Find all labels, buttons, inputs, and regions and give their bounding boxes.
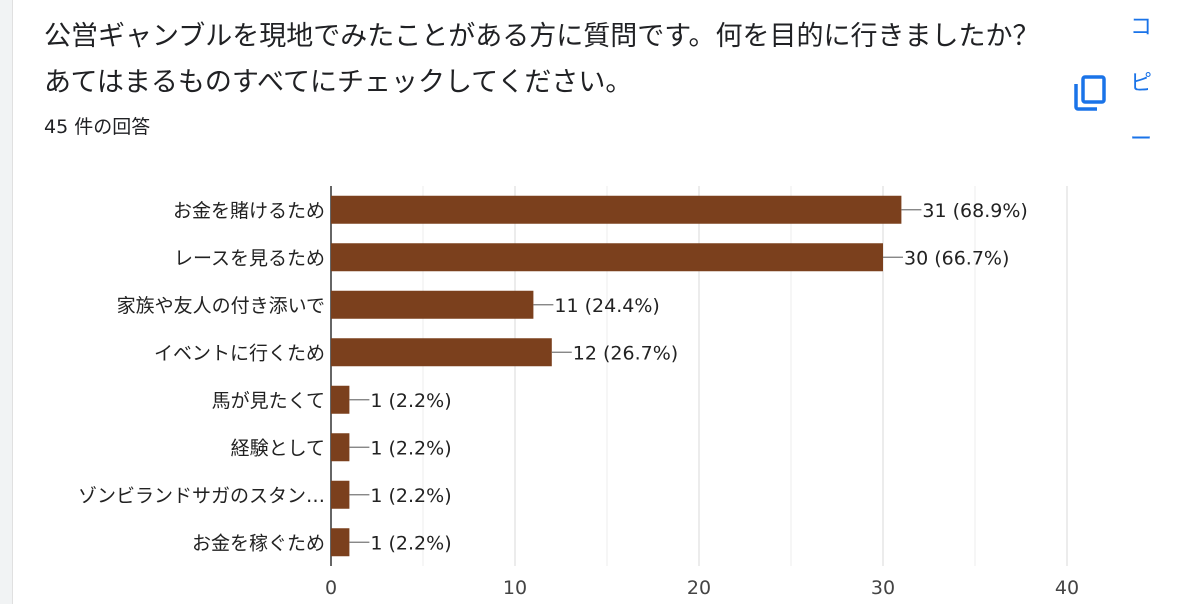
bar-5 <box>331 385 350 414</box>
bar-8 <box>331 528 350 557</box>
data-label-4: 12 (26.7%) <box>573 342 678 364</box>
copy-label-char-3: ー <box>1129 127 1152 152</box>
data-label-5: 1 (2.2%) <box>370 390 451 412</box>
data-label-6: 1 (2.2%) <box>370 437 451 459</box>
category-label-8: お金を稼ぐため <box>192 532 325 554</box>
copy-icon[interactable] <box>1072 74 1108 112</box>
bar-2 <box>331 243 883 272</box>
chart-grid <box>330 186 1068 566</box>
category-label-4: イベントに行くため <box>154 342 325 364</box>
category-label-3: 家族や友人の付き添いで <box>117 295 325 317</box>
copy-icon-graphic <box>1074 75 1106 111</box>
data-label-7: 1 (2.2%) <box>370 485 451 507</box>
category-label-2: レースを見るため <box>174 247 325 269</box>
category-label-7: ゾンビランドサガのスタン… <box>78 485 325 507</box>
data-label-3: 11 (24.4%) <box>554 295 659 317</box>
data-label-8: 1 (2.2%) <box>370 532 451 554</box>
copy-label-char-2: ピ <box>1129 71 1152 96</box>
bar-1 <box>331 195 902 224</box>
bar-chart: 31 (68.9%) お金を賭けるため 30 (66.7%) レースを見るため 11 (… <box>78 186 1079 599</box>
bar-7 <box>331 480 350 509</box>
x-tick-label-2: 10 <box>503 577 527 599</box>
data-label-2: 30 (66.7%) <box>904 247 1009 269</box>
response-count: 45 件の回答 <box>44 116 151 138</box>
category-label-5: 馬が見たくて <box>212 390 325 412</box>
chart-bars <box>331 195 922 557</box>
data-label-1: 31 (68.9%) <box>922 200 1027 222</box>
x-tick-label-5: 40 <box>1055 577 1079 599</box>
bar-6 <box>331 433 350 462</box>
x-tick-label-1: 0 <box>325 577 337 599</box>
bar-4 <box>331 338 552 367</box>
copy-button[interactable]: コ ピ ー <box>1126 12 1156 180</box>
chart-labels: 31 (68.9%) お金を賭けるため 30 (66.7%) レースを見るため 11 (… <box>78 200 1028 555</box>
left-border <box>0 0 13 604</box>
x-tick-label-3: 20 <box>687 577 711 599</box>
category-label-1: お金を賭けるため <box>173 200 325 222</box>
category-label-6: 経験として <box>231 437 325 459</box>
x-tick-label-4: 30 <box>871 577 895 599</box>
question-title: 公営ギャンブルを現地でみたことがある方に質問です。何を目的に行きましたか？あては… <box>44 21 1040 98</box>
chart-ticks: 0 10 20 30 40 <box>325 577 1079 599</box>
copy-label-char-1: コ <box>1129 15 1152 40</box>
bar-3 <box>331 290 534 319</box>
